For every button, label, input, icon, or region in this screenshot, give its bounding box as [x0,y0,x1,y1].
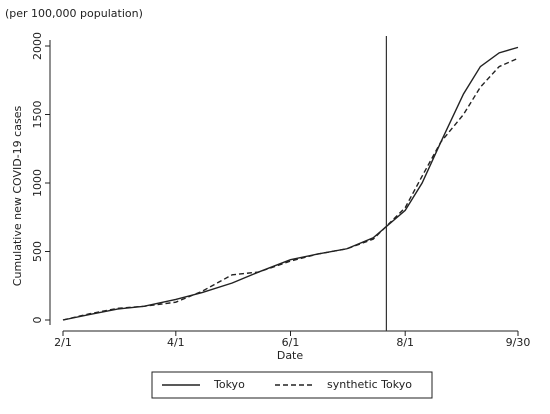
x-tick-label: 4/1 [167,336,185,349]
x-axis-label: Date [277,349,304,362]
y-tick-label: 2000 [31,32,44,60]
x-tick-label: 8/1 [396,336,414,349]
legend-box [151,371,433,399]
y-axis-label: Cumulative new COVID-19 cases [11,106,24,287]
series-line [62,46,519,321]
unit-note: (per 100,000 population) [5,7,143,20]
y-tick-label: 1500 [31,101,44,129]
legend-label: synthetic Tokyo [327,378,412,391]
y-tick-label: 500 [31,241,44,262]
x-tick-label: 2/1 [54,336,72,349]
x-tick-label: 6/1 [282,336,300,349]
series-line [62,57,519,321]
x-tick-label: 9/30 [506,336,531,349]
y-tick-label: 1000 [31,169,44,197]
legend-label: Tokyo [213,378,245,391]
y-tick-label: 0 [31,317,44,324]
